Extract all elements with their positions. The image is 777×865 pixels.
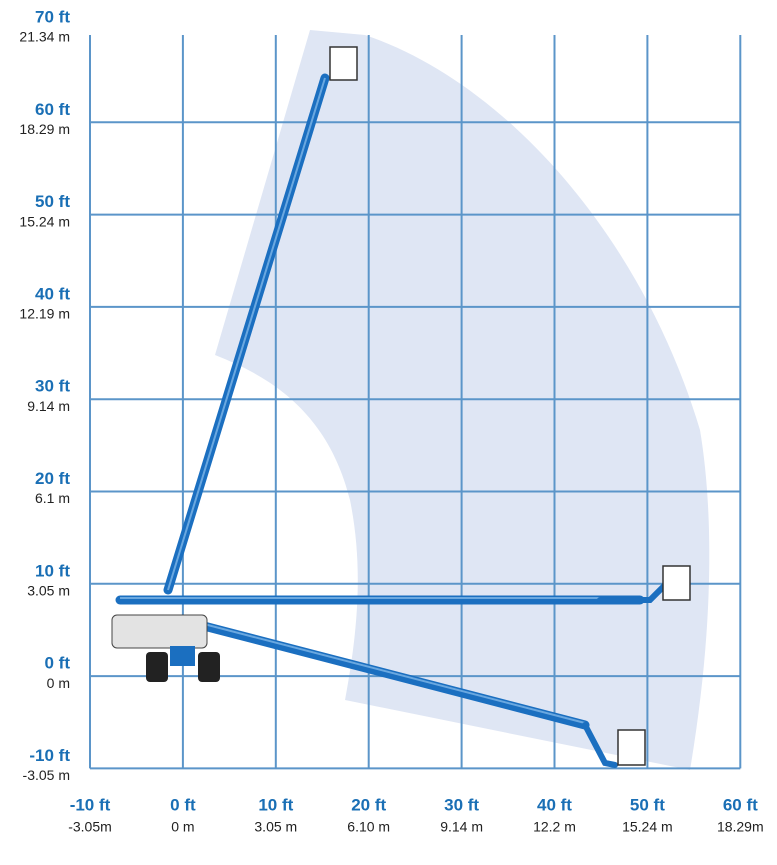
x-tick-ft: 60 ft — [723, 795, 758, 814]
jib-horizontal — [597, 582, 668, 603]
y-tick-ft: -10 ft — [29, 746, 70, 765]
y-tick-m: 9.14 m — [27, 398, 70, 414]
x-tick-m: 9.14 m — [440, 819, 483, 835]
y-tick-ft: 0 ft — [45, 654, 71, 673]
boom-lift — [111, 46, 691, 768]
x-tick-ft: 50 ft — [630, 795, 665, 814]
y-tick-ft: 20 ft — [35, 469, 70, 488]
x-tick-m: 3.05 m — [254, 819, 297, 835]
x-tick-ft: 20 ft — [351, 795, 386, 814]
x-tick-ft: 30 ft — [444, 795, 479, 814]
y-tick-ft: 10 ft — [35, 561, 70, 580]
y-tick-ft: 60 ft — [35, 100, 70, 119]
platform-top — [329, 46, 358, 81]
x-tick-ft: 0 ft — [170, 795, 196, 814]
x-tick-ft: -10 ft — [70, 795, 111, 814]
x-tick-ft: 40 ft — [537, 795, 572, 814]
x-tick-m: -3.05m — [68, 819, 112, 835]
wheel-right — [198, 652, 220, 682]
boom-lowered-highlight — [199, 622, 586, 724]
y-tick-m: 18.29 m — [19, 121, 70, 137]
platform-bottom — [617, 729, 646, 766]
x-tick-m: 18.29m — [717, 819, 764, 835]
x-tick-m: 12.2 m — [533, 819, 576, 835]
y-tick-ft: 50 ft — [35, 192, 70, 211]
x-tick-m: 0 m — [171, 819, 194, 835]
jib-lowered — [582, 722, 618, 768]
chassis — [111, 614, 208, 649]
y-tick-m: -3.05 m — [23, 767, 70, 783]
y-tick-m: 3.05 m — [27, 583, 70, 599]
x-tick-ft: 10 ft — [258, 795, 293, 814]
wheel-left — [146, 652, 168, 682]
y-tick-m: 6.1 m — [35, 490, 70, 506]
platform-right — [662, 565, 691, 601]
x-tick-m: 6.10 m — [347, 819, 390, 835]
y-tick-ft: 70 ft — [35, 7, 70, 26]
boom-raised-highlight — [167, 77, 326, 591]
y-tick-m: 21.34 m — [19, 29, 70, 45]
turntable — [170, 646, 195, 666]
boom-lowered — [195, 620, 590, 730]
x-tick-m: 15.24 m — [622, 819, 673, 835]
y-tick-ft: 30 ft — [35, 377, 70, 396]
y-tick-ft: 40 ft — [35, 284, 70, 303]
y-tick-m: 0 m — [47, 675, 70, 691]
y-tick-m: 12.19 m — [19, 306, 70, 322]
y-tick-m: 15.24 m — [19, 213, 70, 229]
